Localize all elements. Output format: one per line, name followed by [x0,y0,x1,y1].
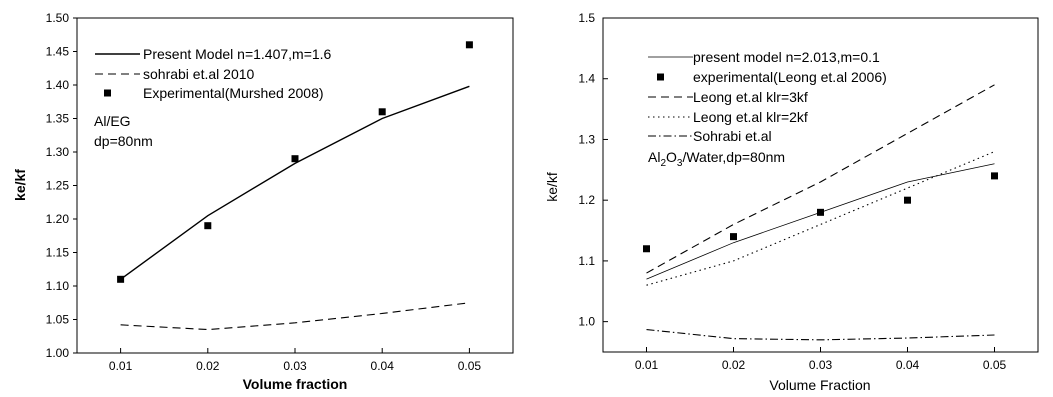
legend-label: Experimental(Murshed 2008) [143,85,324,101]
y-tick-label: 1.3 [578,132,595,146]
legend-marker [104,89,111,97]
y-tick-label: 1.00 [46,346,70,360]
left-series-layer [117,41,473,331]
ann-sub-3: 3 [677,158,683,169]
series-line [120,302,470,331]
data-marker [643,245,650,253]
y-tick-label: 1.05 [46,313,70,327]
x-tick-label: 0.03 [809,358,833,372]
right-series-layer [643,84,998,341]
y-tick-label: 1.45 [46,45,70,59]
x-tick-label: 0.05 [983,358,1007,372]
y-tick-label: 1.0 [578,315,595,329]
y-tick-label: 1.1 [578,254,595,268]
left-annotation-particle-size: dp=80nm [94,133,153,149]
y-tick-label: 1.40 [46,78,70,92]
series-line [646,328,995,341]
left-annotation-material: Al/EG [94,113,131,129]
series-line [646,84,995,274]
legend-label: Leong et.al klr=2kf [693,109,808,125]
ann-o: O [666,149,677,165]
left-x-axis-label: Volume fraction [243,376,348,392]
x-tick-label: 0.01 [109,359,133,373]
data-marker [817,208,824,216]
data-marker [291,155,299,163]
x-tick-label: 0.04 [371,359,395,373]
y-tick-label: 1.2 [578,193,595,207]
y-tick-label: 1.4 [578,72,595,86]
left-axis-ticks: 0.01 0.02 0.03 0.04 0.05 1.00 1.05 1.10 1.15 1.20… [46,11,482,373]
series-line [646,163,995,280]
right-x-axis-label: Volume Fraction [769,377,870,393]
right-chart: 0.01 0.02 0.03 0.04 0.05 1.0 1.1 1.2 1.3 1.4 1.5 p… [544,11,1039,393]
x-tick-label: 0.02 [196,359,220,373]
x-tick-label: 0.01 [635,358,659,372]
data-marker [991,172,998,180]
right-legend: present model n=2.013,m=0.1 experimental(… [648,49,887,144]
legend-label: experimental(Leong et.al 2006) [693,69,887,85]
right-axis-ticks: 0.01 0.02 0.03 0.04 0.05 1.0 1.1 1.2 1.3 1.4 1.5 [578,11,1006,372]
data-marker [378,108,386,116]
y-tick-label: 1.50 [46,11,70,25]
x-tick-label: 0.03 [283,359,307,373]
legend-label: present model n=2.013,m=0.1 [693,49,880,65]
data-marker [117,275,125,283]
ann-tail: /Water,dp=80nm [682,149,785,165]
x-tick-label: 0.05 [458,359,482,373]
legend-marker [657,73,664,81]
y-tick-label: 1.30 [46,145,70,159]
legend-label: Sohrabi et.al [693,128,772,144]
x-tick-label: 0.04 [896,358,920,372]
left-y-axis-label: ke/kf [12,169,28,201]
y-tick-label: 1.15 [46,246,70,260]
data-marker [904,196,911,204]
ann-sub-2: 2 [660,158,666,169]
left-legend: Present Model n=1.407,m=1.6 sohrabi et.al… [95,46,332,101]
y-tick-label: 1.5 [578,11,595,25]
data-marker [465,41,473,49]
legend-label: Leong et.al klr=3kf [693,89,808,105]
y-tick-label: 1.25 [46,179,70,193]
ann-al: Al [648,149,660,165]
left-chart: 0.01 0.02 0.03 0.04 0.05 1.00 1.05 1.10 1.15 1.20… [12,11,514,392]
data-marker [730,233,737,241]
series-line [120,85,470,280]
legend-label: sohrabi et.al 2010 [143,66,255,82]
y-tick-label: 1.20 [46,212,70,226]
legend-label: Present Model n=1.407,m=1.6 [143,46,332,62]
right-annotation: Al2O3/Water,dp=80nm [648,149,785,169]
data-marker [204,222,212,230]
series-line [646,151,995,286]
y-tick-label: 1.35 [46,112,70,126]
x-tick-label: 0.02 [722,358,746,372]
right-y-axis-label: ke/kf [544,172,560,202]
y-tick-label: 1.10 [46,279,70,293]
